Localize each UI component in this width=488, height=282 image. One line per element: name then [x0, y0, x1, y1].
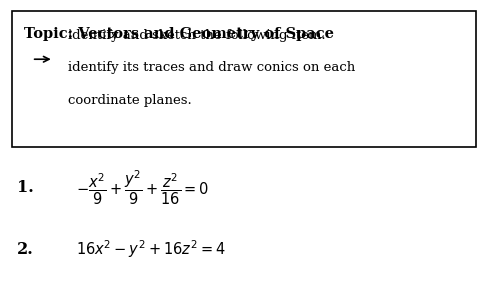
Text: 2.: 2. [17, 241, 34, 258]
Text: $-\dfrac{x^2}{9}+\dfrac{y^2}{9}+\dfrac{z^2}{16}=0$: $-\dfrac{x^2}{9}+\dfrac{y^2}{9}+\dfrac{z… [76, 168, 209, 207]
Text: $16x^2 - y^2 + 16z^2 = 4$: $16x^2 - y^2 + 16z^2 = 4$ [76, 239, 225, 260]
Text: identify its traces and draw conics on each: identify its traces and draw conics on e… [68, 61, 356, 74]
Text: coordinate planes.: coordinate planes. [68, 94, 192, 107]
Text: 1.: 1. [17, 179, 34, 196]
FancyBboxPatch shape [12, 11, 476, 147]
Text: identify and sketch the following item.: identify and sketch the following item. [68, 29, 326, 42]
Text: Topic: Vectors and Geometry of Space: Topic: Vectors and Geometry of Space [24, 27, 334, 41]
